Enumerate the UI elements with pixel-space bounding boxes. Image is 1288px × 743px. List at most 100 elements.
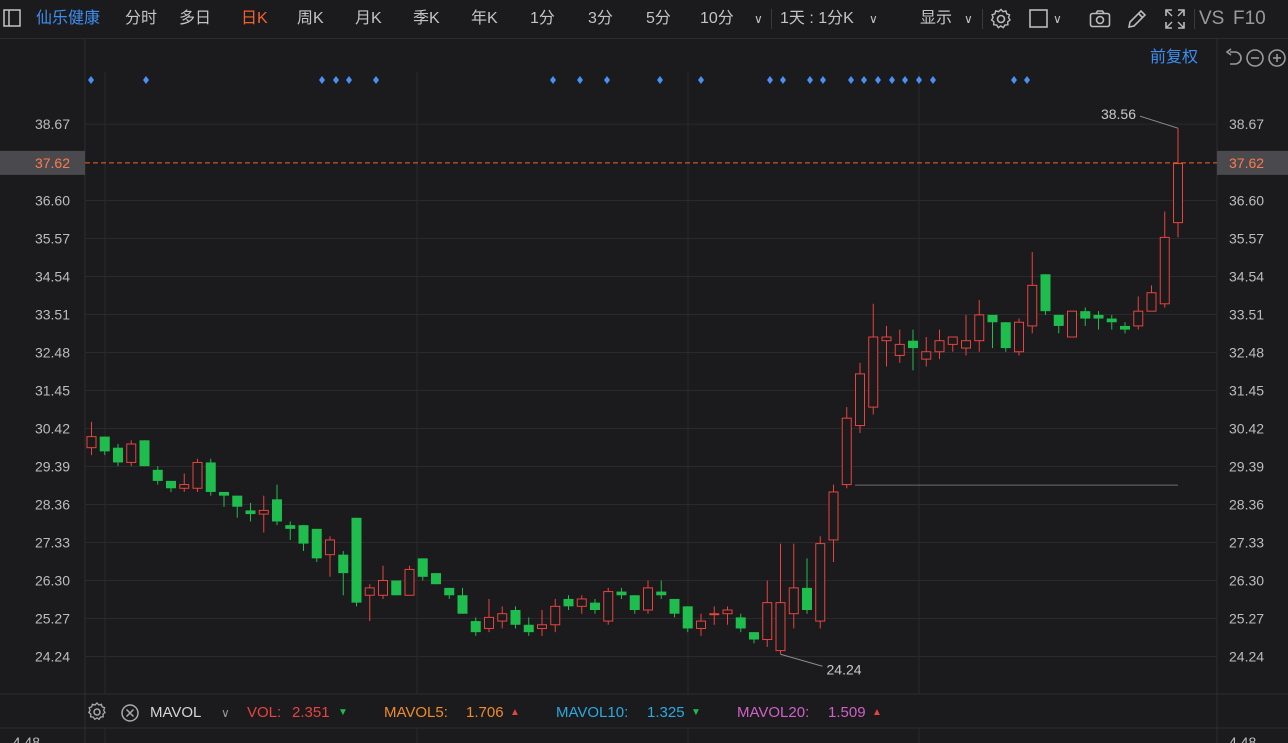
candle <box>894 329 905 363</box>
stock-name[interactable]: 仙乐健康 <box>36 10 101 27</box>
candle <box>391 580 402 596</box>
y-tick-label-left: 36.60 <box>35 193 70 209</box>
candle <box>1120 322 1130 334</box>
display-chevron-icon[interactable]: ∨ <box>964 12 973 26</box>
mavol5-label: MAVOL5: <box>384 704 448 721</box>
candle <box>802 558 812 614</box>
candle-body <box>523 624 534 633</box>
candle <box>616 587 627 599</box>
settings-gear-icon[interactable] <box>989 7 1013 31</box>
candle-body <box>126 443 137 463</box>
f10-button[interactable]: F10 <box>1233 8 1266 29</box>
candle <box>1106 314 1117 330</box>
candle-body <box>232 495 243 507</box>
undo-icon[interactable] <box>1222 47 1244 69</box>
mavol5-up-arrow-icon: ▲ <box>510 707 520 718</box>
event-marker-icon <box>577 76 583 84</box>
period-tab-10fen[interactable]: 10分 <box>700 10 734 27</box>
zoom-in-icon[interactable] <box>1266 47 1288 69</box>
candle-body <box>1027 284 1038 327</box>
candle <box>1159 211 1170 308</box>
adjust-button[interactable]: 前复权 <box>1150 49 1199 66</box>
candle-body <box>1146 292 1157 312</box>
candle-body <box>166 480 176 489</box>
candle-body <box>444 587 455 596</box>
candle-body <box>113 447 123 463</box>
candle-body <box>550 605 561 626</box>
period-tab-jik[interactable]: 季K <box>413 10 440 27</box>
period-tab-rik[interactable]: 日K <box>241 10 268 27</box>
event-marker-icon <box>848 76 854 84</box>
candle <box>484 598 494 633</box>
candle <box>338 550 349 596</box>
y-tick-label-left: 30.42 <box>35 421 70 437</box>
period-tab-duori[interactable]: 多日 <box>179 10 212 27</box>
candle-body <box>1080 311 1091 319</box>
period-more-select[interactable]: 1天 : 1分K <box>780 10 854 27</box>
candle-body <box>616 591 627 596</box>
period-tab-zhouk[interactable]: 周K <box>297 10 324 27</box>
period-tab-niank[interactable]: 年K <box>471 10 498 27</box>
candle <box>828 484 839 563</box>
indicator-chevron-icon[interactable]: ∨ <box>221 706 230 720</box>
candle <box>1133 296 1144 330</box>
candle-body <box>855 373 865 427</box>
period-tab-3fen[interactable]: 3分 <box>588 10 613 27</box>
candle-body <box>1000 322 1011 349</box>
candle <box>470 617 481 636</box>
candle-body <box>775 602 786 652</box>
pencil-icon[interactable] <box>1125 7 1149 31</box>
candle-body <box>192 461 203 489</box>
event-marker-icon <box>889 76 895 84</box>
square-icon[interactable] <box>1027 7 1051 31</box>
candle <box>656 580 667 599</box>
event-marker-icon <box>1011 76 1017 84</box>
candle-body <box>669 598 680 614</box>
vs-compare-button[interactable]: VS <box>1199 8 1225 29</box>
event-marker-icon <box>807 76 813 84</box>
y-tick-label-left: 32.48 <box>35 345 70 361</box>
candle <box>166 480 176 492</box>
candle <box>908 329 918 371</box>
vol-down-arrow-icon: ▼ <box>338 707 348 718</box>
period-dropdown-chevron-icon[interactable]: ∨ <box>754 12 763 26</box>
current-price-tag-left <box>0 150 85 175</box>
period-tab-1fen[interactable]: 1分 <box>530 10 555 27</box>
camera-icon[interactable] <box>1088 7 1112 31</box>
candle <box>987 314 998 349</box>
candle <box>179 473 190 492</box>
high-price-label: 38.56 <box>1101 106 1136 122</box>
square-chevron-icon[interactable]: ∨ <box>1053 12 1062 26</box>
candle-body <box>974 314 985 342</box>
period-tab-fenshi[interactable]: 分时 <box>125 10 158 27</box>
period-tab-yuek[interactable]: 月K <box>355 10 382 27</box>
indicator-settings-icon[interactable] <box>86 701 108 723</box>
candle-body <box>961 340 971 349</box>
current-price-tag-right <box>1217 150 1288 175</box>
fullscreen-icon[interactable] <box>1163 7 1187 31</box>
candle-body <box>298 525 309 544</box>
candle-body <box>749 632 759 640</box>
y-tick-label-left: 35.57 <box>35 231 70 247</box>
candle-body <box>391 580 402 596</box>
candle <box>563 595 574 611</box>
candlestick-chart[interactable]: 38.67 36.60 35.57 34.54 33.51 32.48 31.45 30.42… <box>0 39 1288 743</box>
candle-body <box>258 509 269 515</box>
period-more-chevron-icon[interactable]: ∨ <box>869 12 878 26</box>
candle-body <box>815 543 826 622</box>
candle <box>762 580 773 647</box>
sidebar-toggle-icon[interactable] <box>2 8 22 28</box>
y-tick-label-left: 25.27 <box>35 611 70 627</box>
event-marker-icon <box>902 76 908 84</box>
candle-body <box>325 539 335 556</box>
indicator-close-icon[interactable] <box>119 702 141 724</box>
event-marker-icon <box>657 76 663 84</box>
toolbar-divider <box>982 9 983 29</box>
zoom-out-icon[interactable] <box>1244 47 1266 69</box>
period-tab-5fen[interactable]: 5分 <box>646 10 671 27</box>
event-marker-icon <box>875 76 881 84</box>
display-menu-button[interactable]: 显示 <box>920 10 953 27</box>
candle-body <box>1053 314 1064 326</box>
indicator-name[interactable]: MAVOL <box>150 704 202 721</box>
mavol20-value: 1.509 <box>828 704 866 721</box>
